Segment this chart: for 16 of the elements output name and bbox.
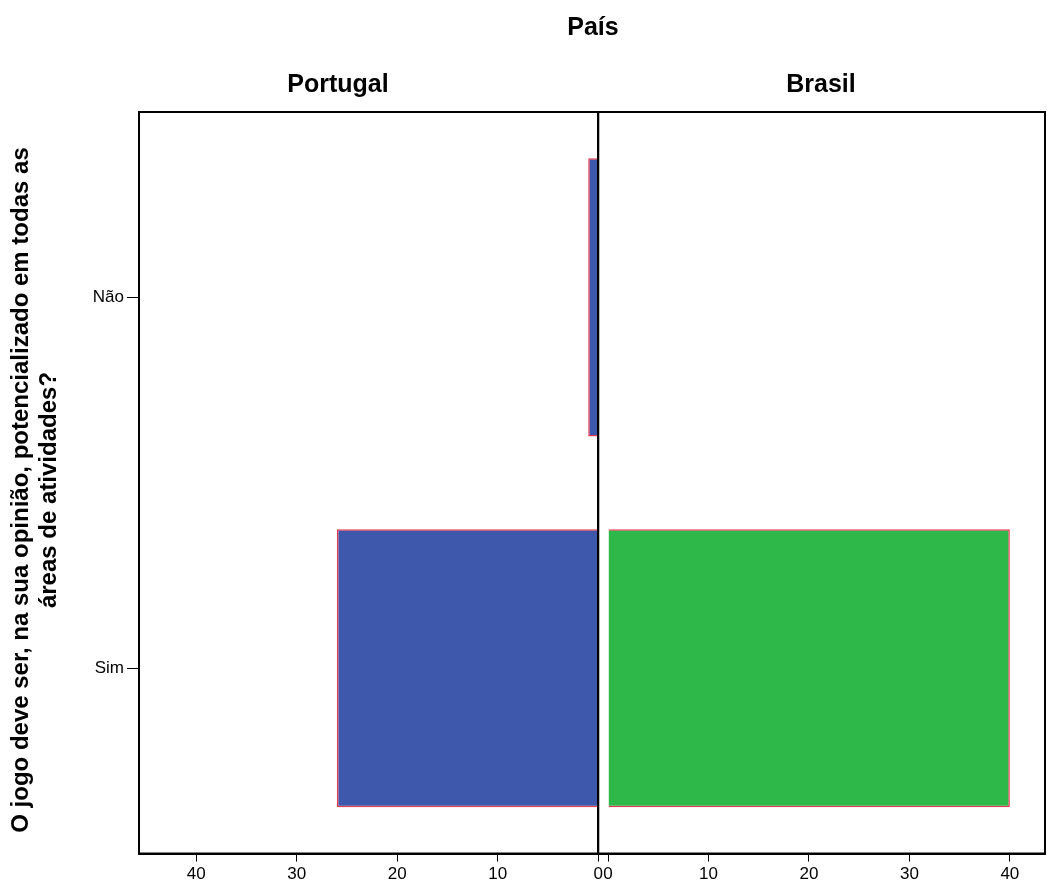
x-tick-label: 40 [186,864,206,884]
x-tick-label: 20 [799,864,819,884]
y-axis-title: O jogo deve ser, na sua opinião, potencializado em todas as áreas de atividades? [6,146,62,835]
y-tick-label: Sim [94,657,124,677]
y-tick-label: Não [92,287,124,307]
text: País [566,12,620,41]
x-tick-label: 10 [699,864,718,884]
x-tick-label: 0 [603,864,613,884]
x-tick-label: 30 [287,864,307,884]
x-tick-label: 20 [387,864,407,884]
x-tick-label: 40 [1000,864,1020,884]
chart-title: Brasil [786,68,856,97]
x-tick-label: 0 [593,864,604,884]
x-tick-label: 10 [488,864,508,884]
chart-title: Portugal [287,68,389,97]
x-tick-label: 30 [899,864,919,884]
